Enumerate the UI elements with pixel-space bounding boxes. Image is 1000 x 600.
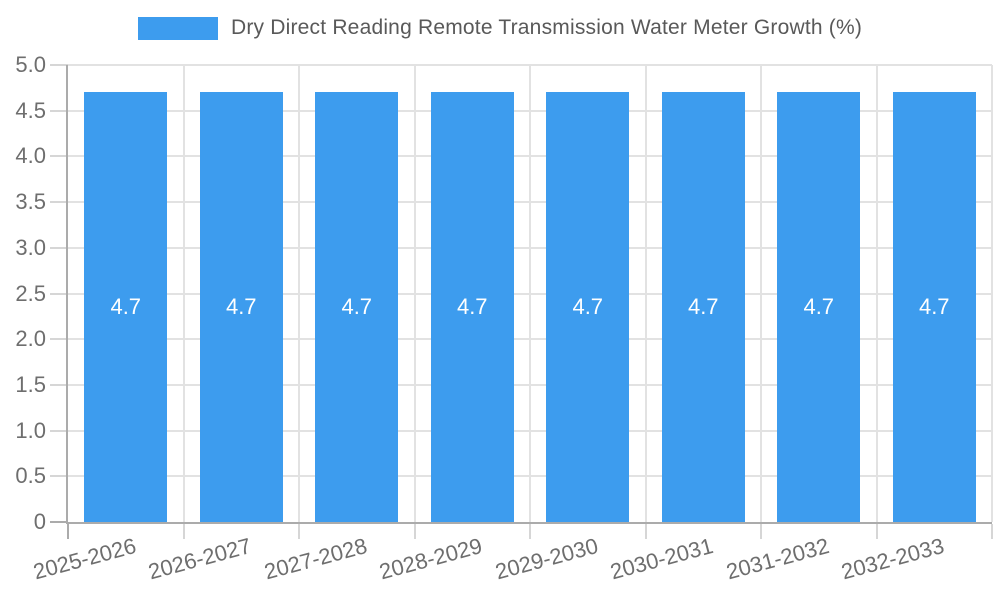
- v-gridline: [182, 65, 185, 522]
- y-tick-label: 4.0: [15, 143, 46, 169]
- x-tick-mark: [413, 524, 416, 539]
- y-tick-mark: [50, 64, 68, 66]
- legend-label: Dry Direct Reading Remote Transmission W…: [230, 16, 863, 39]
- y-tick-mark: [50, 201, 68, 204]
- x-tick-mark: [760, 524, 762, 539]
- x-tick-mark: [529, 524, 531, 539]
- bar-value-label: 4.7: [456, 294, 488, 320]
- bar-value-label: 4.7: [225, 294, 257, 320]
- y-tick-label: 4.5: [15, 97, 46, 123]
- x-tick-label: 2031-2032: [723, 533, 832, 585]
- x-tick-label: 2030-2031: [607, 533, 716, 585]
- bar-value-label: 4.7: [341, 294, 373, 320]
- bar: 4.7: [430, 92, 514, 522]
- y-tick-mark: [50, 155, 68, 158]
- y-tick-label: 3.5: [15, 189, 46, 215]
- y-tick-mark: [50, 383, 68, 386]
- y-tick-label: 0: [33, 509, 46, 534]
- v-gridline: [991, 65, 993, 522]
- x-tick-label: 2026-2027: [145, 533, 254, 585]
- v-gridline: [875, 65, 878, 522]
- chart-legend: Dry Direct Reading Remote Transmission W…: [0, 16, 1000, 40]
- bar-value-label: 4.7: [687, 294, 719, 320]
- y-tick-mark: [50, 521, 68, 523]
- x-tick-label: 2025-2026: [30, 533, 139, 585]
- bar: 4.7: [546, 92, 630, 522]
- y-tick-label: 0.5: [15, 463, 46, 489]
- x-axis-line: [66, 522, 992, 524]
- y-tick-mark: [50, 475, 68, 478]
- y-tick-mark: [50, 429, 68, 432]
- bar: 4.7: [84, 92, 168, 522]
- x-tick-label: 2027-2028: [261, 533, 370, 585]
- bar: 4.7: [661, 92, 745, 522]
- y-tick-mark: [50, 338, 68, 341]
- v-gridline: [760, 65, 762, 522]
- y-tick-label: 2.5: [15, 280, 46, 306]
- bar: 4.7: [777, 92, 861, 522]
- bar: 4.7: [315, 92, 399, 522]
- x-tick-mark: [298, 524, 300, 539]
- y-tick-label: 1.0: [15, 417, 46, 443]
- y-tick-label: 5.0: [15, 52, 46, 77]
- bar: 4.7: [199, 92, 283, 522]
- bar-value-label: 4.7: [918, 294, 950, 320]
- v-gridline: [413, 65, 416, 522]
- x-tick-mark: [875, 524, 878, 539]
- v-gridline: [529, 65, 531, 522]
- y-axis-line: [66, 65, 68, 524]
- v-gridline: [298, 65, 300, 522]
- x-tick-label: 2029-2030: [492, 533, 601, 585]
- y-tick-mark: [50, 109, 68, 112]
- bar-value-label: 4.7: [803, 294, 835, 320]
- bar: 4.7: [892, 92, 976, 522]
- legend-swatch[interactable]: [137, 16, 218, 40]
- x-tick-mark: [67, 524, 69, 539]
- bar-value-label: 4.7: [572, 294, 604, 320]
- bar-value-label: 4.7: [110, 294, 142, 320]
- y-tick-mark: [50, 246, 68, 249]
- v-gridline: [644, 65, 647, 522]
- y-tick-mark: [50, 292, 68, 295]
- x-tick-mark: [991, 524, 993, 539]
- x-tick-label: 2028-2029: [376, 533, 485, 585]
- x-tick-label: 2032-2033: [838, 533, 947, 585]
- x-tick-mark: [182, 524, 185, 539]
- y-tick-label: 3.0: [15, 234, 46, 260]
- y-tick-label: 1.5: [15, 371, 46, 397]
- y-tick-label: 2.0: [15, 326, 46, 352]
- x-tick-mark: [644, 524, 647, 539]
